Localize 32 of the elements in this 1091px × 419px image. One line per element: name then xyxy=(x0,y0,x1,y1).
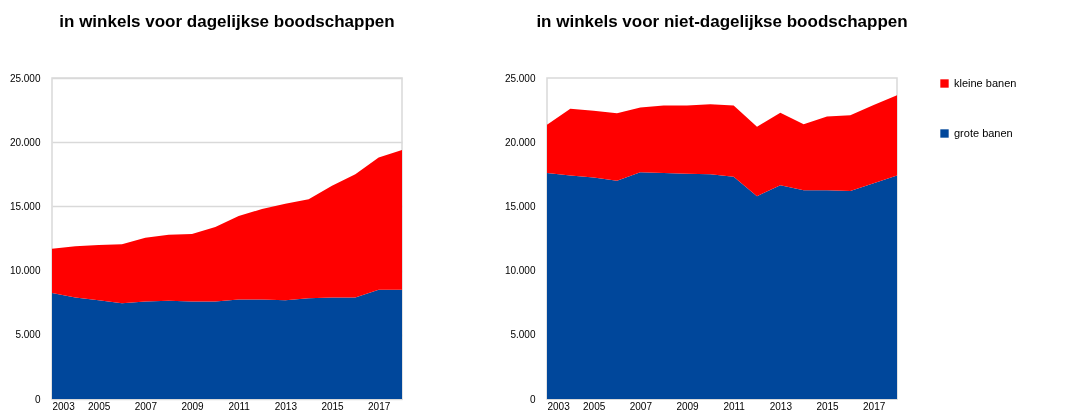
chart-title: in winkels voor dagelijkse boodschappen xyxy=(59,12,395,31)
y-tick-label: 10.000 xyxy=(9,265,41,277)
x-tick-label: 2005 xyxy=(583,400,606,412)
legend-label: grote banen xyxy=(954,126,1013,139)
x-tick-label: 2007 xyxy=(629,400,653,412)
x-tick-label: 2011 xyxy=(723,400,746,412)
x-tick-label: 2009 xyxy=(181,400,205,412)
y-tick-label: 25.000 xyxy=(504,72,536,84)
y-tick-label: 20.000 xyxy=(9,136,41,148)
legend-label: kleine banen xyxy=(954,76,1017,89)
y-tick-label: 15.000 xyxy=(504,200,536,212)
x-tick-label: 2003 xyxy=(52,400,76,412)
x-tick-label: 2017 xyxy=(863,400,886,412)
y-tick-label: 5.000 xyxy=(15,329,41,341)
y-tick-label: 20.000 xyxy=(504,136,536,148)
y-tick-label: 10.000 xyxy=(504,265,536,277)
x-tick-label: 2013 xyxy=(274,400,298,412)
x-tick-label: 2003 xyxy=(547,400,571,412)
x-tick-label: 2013 xyxy=(769,400,793,412)
x-tick-label: 2015 xyxy=(321,400,345,412)
x-tick-label: 2011 xyxy=(228,400,251,412)
y-tick-label: 0 xyxy=(34,393,41,405)
y-tick-label: 0 xyxy=(529,393,536,405)
y-tick-label: 15.000 xyxy=(9,200,41,212)
x-tick-label: 2009 xyxy=(676,400,700,412)
chart-title: in winkels voor niet-dagelijkse boodschappen xyxy=(536,12,908,31)
x-tick-label: 2015 xyxy=(816,400,840,412)
x-tick-label: 2007 xyxy=(134,400,158,412)
y-tick-label: 5.000 xyxy=(510,329,536,341)
y-tick-label: 25.000 xyxy=(9,72,41,84)
x-tick-label: 2017 xyxy=(368,400,391,412)
x-tick-label: 2005 xyxy=(88,400,111,412)
